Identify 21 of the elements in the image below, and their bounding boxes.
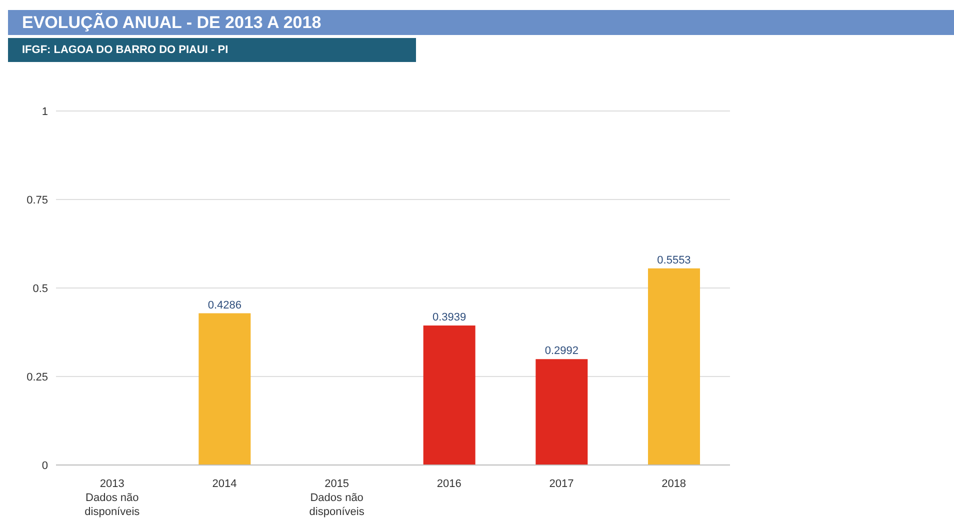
data-label: 0.5553	[657, 254, 691, 266]
bar	[198, 313, 251, 465]
data-label: 0.4286	[208, 299, 242, 312]
bar	[648, 268, 700, 465]
chart-title: EVOLUÇÃO ANUAL - DE 2013 A 2018	[8, 10, 954, 35]
x-tick-label: 2015 Dados não disponíveis	[309, 478, 365, 518]
bar	[423, 326, 476, 465]
data-label: 0.3939	[432, 312, 466, 324]
y-tick-label: 0.5	[32, 282, 48, 295]
y-tick-label: 0	[42, 460, 48, 472]
y-tick-label: 0.75	[26, 194, 48, 206]
x-tick-label: 2013 Dados não disponíveis	[84, 478, 140, 518]
bar	[536, 359, 588, 465]
y-tick-label: 0.25	[26, 371, 48, 384]
data-label: 0.2992	[544, 345, 578, 358]
y-tick-label: 1	[42, 106, 48, 118]
x-tick-label: 2016	[436, 478, 462, 490]
x-tick-label: 2018	[662, 478, 686, 490]
x-tick-label: 2017	[549, 478, 574, 490]
chart-subtitle: IFGF: LAGOA DO BARRO DO PIAUI - PI	[8, 38, 416, 62]
x-tick-label: 2014	[212, 478, 237, 490]
